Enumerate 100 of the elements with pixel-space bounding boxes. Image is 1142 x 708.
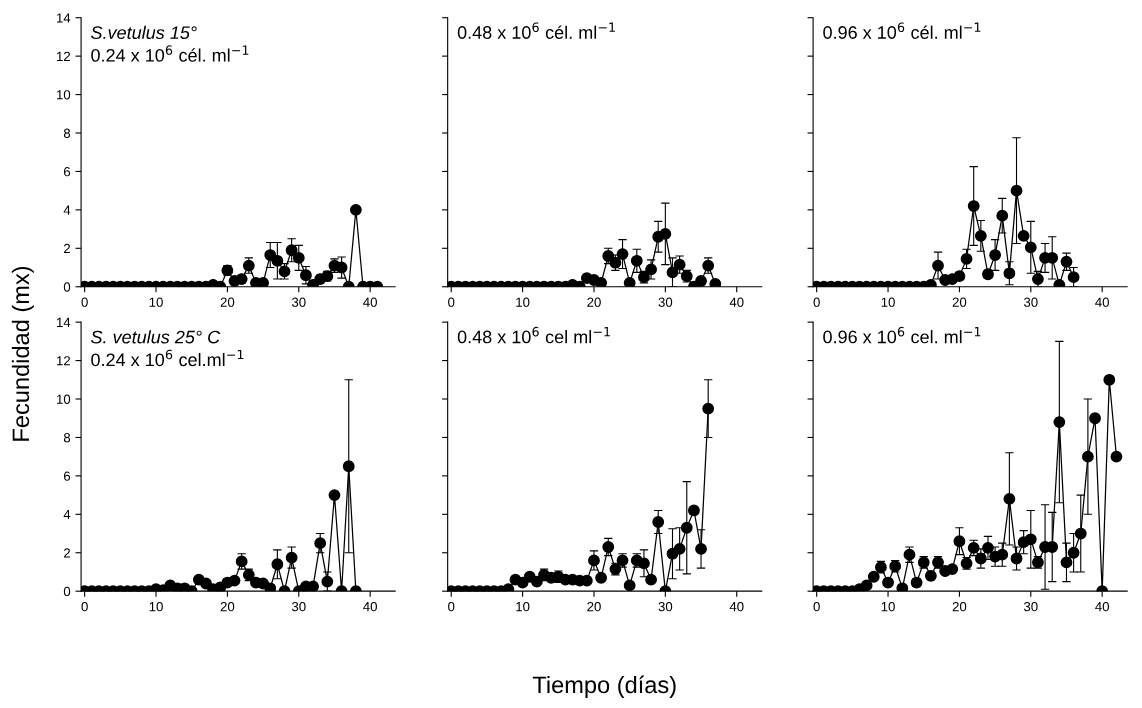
x-tick-label: 30 — [658, 601, 673, 612]
annotation: 0.96 x 10$^{6}$ cel. ml$^{−1}$ — [823, 326, 981, 344]
point — [896, 582, 909, 592]
point — [875, 561, 887, 574]
point — [695, 542, 707, 555]
annotation: 0.24 x 10$^{6}$ cel.ml$^{−1}$ — [91, 349, 244, 367]
x-tick-label: 10 — [149, 601, 163, 612]
point — [989, 249, 1002, 261]
point — [924, 569, 937, 582]
x-tick-label: 30 — [291, 601, 306, 612]
point — [1024, 533, 1037, 546]
x-tick-label: 20 — [952, 297, 967, 307]
point — [867, 570, 880, 583]
y-tick-label: 0 — [63, 586, 71, 597]
x-tick-label: 0 — [813, 297, 820, 307]
point — [860, 579, 873, 592]
point — [1053, 416, 1066, 428]
point — [974, 229, 987, 242]
point — [588, 554, 600, 567]
y-tick-label: 14 — [57, 317, 71, 327]
point — [673, 542, 686, 555]
x-tick-label: 40 — [1095, 297, 1109, 307]
point — [932, 556, 944, 569]
point — [889, 560, 902, 573]
y-tick-label: 2 — [63, 243, 70, 254]
x-tick-label: 40 — [1095, 601, 1109, 612]
point — [602, 541, 615, 553]
y-tick-label: 4 — [63, 510, 71, 520]
x-tick-label: 10 — [516, 601, 530, 612]
x-tick-label: 0 — [448, 601, 455, 612]
y-tick-label: 12 — [57, 356, 70, 366]
y-tick-label: 8 — [63, 433, 71, 443]
point — [666, 266, 679, 279]
x-tick-label: 20 — [587, 601, 601, 612]
point — [1067, 546, 1080, 559]
x-tick-label: 30 — [291, 297, 306, 307]
point — [709, 277, 722, 287]
x-tick-label: 10 — [149, 297, 163, 307]
point — [702, 402, 715, 415]
x-tick-label: 40 — [363, 297, 377, 307]
y-tick-label: 6 — [64, 167, 71, 177]
x-tick-label: 40 — [363, 601, 377, 612]
annotation: S.vetulus 15° — [91, 25, 197, 40]
point — [1081, 450, 1094, 463]
point — [974, 552, 987, 565]
point — [1110, 450, 1123, 463]
annotation: S. vetulus 25° C — [91, 330, 221, 344]
point — [680, 521, 693, 534]
point — [967, 200, 980, 212]
point — [960, 252, 973, 265]
point — [530, 575, 543, 588]
annotation: 0.48 x 10$^{6}$ cél. ml$^{−1}$ — [457, 22, 615, 39]
y-axis-title: Fecundidad (mx) — [11, 266, 34, 441]
point — [1010, 552, 1023, 565]
point — [996, 548, 1009, 561]
point — [1017, 229, 1030, 242]
x-tick-label: 0 — [448, 297, 455, 307]
y-tick-label: 6 — [64, 471, 71, 481]
x-tick-label: 30 — [1023, 297, 1038, 307]
x-tick-label: 20 — [952, 601, 967, 612]
y-tick-label: 8 — [63, 128, 71, 138]
annotation: 0.24 x 10$^{6}$ cél. ml$^{−1}$ — [91, 45, 249, 62]
point — [1060, 556, 1073, 569]
x-tick-label: 20 — [220, 601, 235, 612]
point — [645, 573, 657, 586]
x-tick-label: 30 — [1023, 601, 1038, 612]
point — [1074, 527, 1087, 540]
x-tick-label: 40 — [729, 297, 744, 307]
point — [645, 263, 657, 276]
x-tick-label: 10 — [881, 601, 895, 612]
point — [1003, 493, 1016, 505]
point — [652, 516, 665, 528]
point — [996, 209, 1009, 222]
x-tick-label: 0 — [813, 601, 820, 612]
x-tick-label: 10 — [516, 297, 530, 307]
y-tick-label: 10 — [57, 90, 71, 100]
point — [982, 542, 994, 554]
point — [1024, 241, 1037, 254]
point — [595, 571, 608, 584]
point — [953, 535, 966, 548]
point — [623, 579, 636, 592]
point — [623, 276, 636, 287]
y-tick-label: 4 — [63, 205, 71, 215]
x-tick-label: 30 — [658, 297, 673, 307]
y-tick-label: 10 — [57, 394, 71, 404]
y-tick-label: 14 — [57, 13, 71, 23]
point — [882, 576, 894, 589]
point — [638, 557, 650, 570]
point — [595, 276, 608, 287]
point — [1089, 412, 1101, 425]
x-tick-label: 40 — [729, 601, 744, 612]
point — [932, 259, 944, 272]
x-tick-label: 0 — [81, 601, 88, 612]
x-tick-label: 0 — [81, 297, 88, 307]
point — [946, 563, 959, 575]
x-tick-label: 10 — [881, 297, 895, 307]
x-axis-title: Tiempo (días) — [532, 675, 676, 698]
annotation: 0.48 x 10$^{6}$ cel ml$^{−1}$ — [457, 326, 610, 344]
y-tick-label: 2 — [63, 548, 70, 558]
x-tick-label: 20 — [587, 297, 601, 307]
